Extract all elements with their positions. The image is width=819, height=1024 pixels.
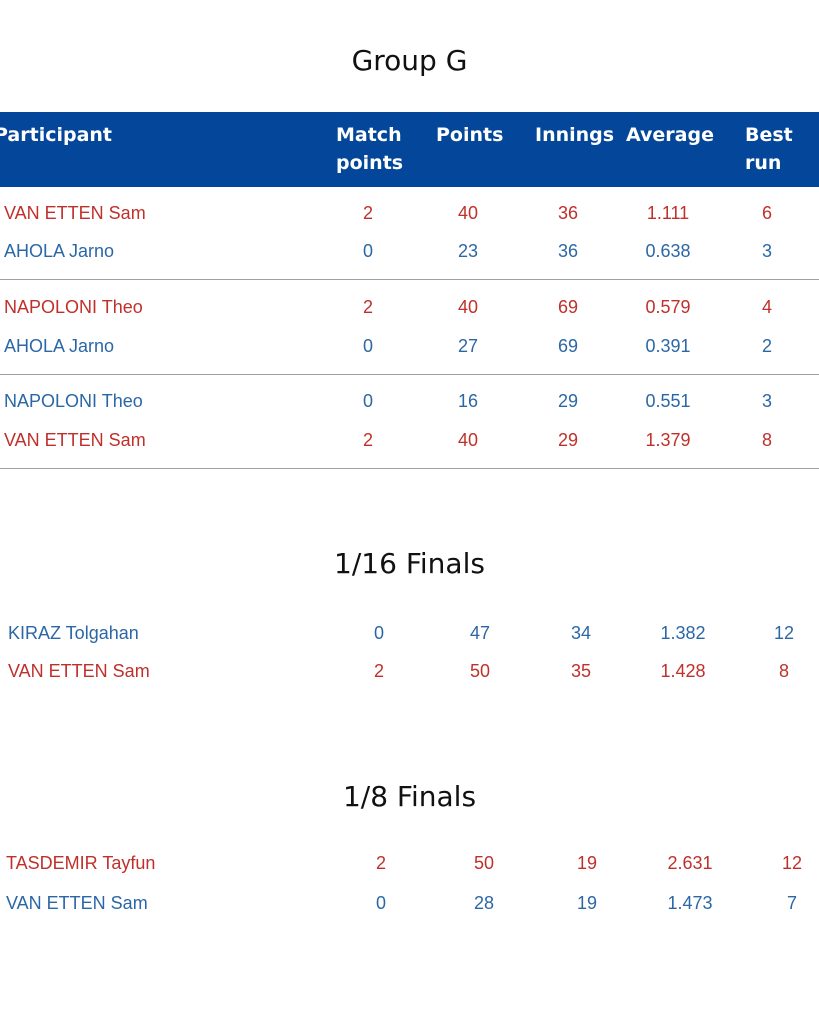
participant-name[interactable]: VAN ETTEN Sam <box>4 203 146 223</box>
cell-match-points: 0 <box>373 623 385 643</box>
participant-name[interactable]: NAPOLONI Theo <box>4 297 143 317</box>
header-match-points-line1: Match <box>336 124 402 146</box>
cell-best-run: 4 <box>761 297 773 317</box>
cell-best-run: 12 <box>773 623 795 643</box>
cell-innings: 69 <box>557 297 579 317</box>
cell-average: 0.391 <box>645 336 691 356</box>
cell-points: 28 <box>473 893 495 913</box>
cell-match-points: 2 <box>362 430 374 450</box>
header-points: Points <box>436 124 504 146</box>
cell-match-points: 2 <box>375 853 387 873</box>
header-participant: Participant <box>0 124 113 146</box>
cell-innings: 35 <box>570 661 592 681</box>
cell-points: 47 <box>469 623 491 643</box>
match-separator <box>0 374 819 375</box>
table-row: VAN ETTEN Sam 2 40 29 1.379 8 <box>0 421 819 460</box>
participant-name[interactable]: NAPOLONI Theo <box>4 391 143 411</box>
cell-best-run: 8 <box>761 430 773 450</box>
table-row: TASDEMIR Tayfun 2 50 19 2.631 12 <box>0 844 819 883</box>
header-match-points-line2: points <box>336 152 404 174</box>
table-row: VAN ETTEN Sam 0 28 19 1.473 7 <box>0 884 819 923</box>
cell-match-points: 0 <box>362 391 374 411</box>
cell-innings: 34 <box>570 623 592 643</box>
table-row: AHOLA Jarno 0 23 36 0.638 3 <box>0 232 819 271</box>
cell-innings: 36 <box>557 203 579 223</box>
results-table-header: Participant Match points Points Innings … <box>0 112 819 187</box>
participant-name[interactable]: AHOLA Jarno <box>4 241 115 261</box>
table-row: VAN ETTEN Sam 2 50 35 1.428 8 <box>0 652 819 691</box>
table-row: KIRAZ Tolgahan 0 47 34 1.382 12 <box>0 614 819 653</box>
cell-best-run: 12 <box>781 853 803 873</box>
cell-innings: 19 <box>576 853 598 873</box>
cell-innings: 69 <box>557 336 579 356</box>
cell-points: 16 <box>457 391 479 411</box>
cell-match-points: 2 <box>373 661 385 681</box>
cell-average: 1.473 <box>667 893 713 913</box>
participant-name[interactable]: AHOLA Jarno <box>4 336 115 356</box>
cell-average: 1.379 <box>645 430 691 450</box>
header-best-run: Best run <box>745 121 793 177</box>
header-innings: Innings <box>535 124 615 146</box>
cell-average: 1.428 <box>660 661 706 681</box>
cell-points: 50 <box>469 661 491 681</box>
participant-name[interactable]: TASDEMIR Tayfun <box>6 853 156 873</box>
cell-match-points: 0 <box>362 336 374 356</box>
cell-best-run: 3 <box>761 391 773 411</box>
cell-match-points: 0 <box>375 893 387 913</box>
table-row: NAPOLONI Theo 2 40 69 0.579 4 <box>0 288 819 327</box>
match-separator <box>0 279 819 280</box>
cell-innings: 29 <box>557 391 579 411</box>
cell-points: 40 <box>457 203 479 223</box>
cell-best-run: 3 <box>761 241 773 261</box>
cell-average: 1.111 <box>646 203 690 223</box>
header-average: Average <box>626 124 714 146</box>
cell-average: 0.579 <box>645 297 691 317</box>
cell-best-run: 2 <box>761 336 773 356</box>
round-of-32-title: 1/16 Finals <box>334 547 485 580</box>
participant-name[interactable]: VAN ETTEN Sam <box>8 661 150 681</box>
match-separator <box>0 468 819 469</box>
cell-best-run: 8 <box>778 661 790 681</box>
group-g-title: Group G <box>351 44 468 77</box>
cell-points: 40 <box>457 297 479 317</box>
header-match-points: Match points <box>336 121 403 177</box>
participant-name[interactable]: VAN ETTEN Sam <box>4 430 146 450</box>
header-best-run-line2: run <box>745 152 782 174</box>
cell-average: 2.631 <box>667 853 713 873</box>
cell-match-points: 2 <box>362 297 374 317</box>
table-row: NAPOLONI Theo 0 16 29 0.551 3 <box>0 382 819 421</box>
participant-name[interactable]: KIRAZ Tolgahan <box>8 623 139 643</box>
header-best-run-line1: Best <box>745 124 793 146</box>
cell-average: 0.638 <box>645 241 691 261</box>
cell-average: 0.551 <box>645 391 691 411</box>
cell-points: 27 <box>457 336 479 356</box>
participant-name[interactable]: VAN ETTEN Sam <box>6 893 148 913</box>
table-row: AHOLA Jarno 0 27 69 0.391 2 <box>0 327 819 366</box>
cell-innings: 29 <box>557 430 579 450</box>
cell-match-points: 0 <box>362 241 374 261</box>
cell-innings: 19 <box>576 893 598 913</box>
cell-best-run: 6 <box>761 203 773 223</box>
cell-points: 50 <box>473 853 495 873</box>
cell-points: 23 <box>457 241 479 261</box>
cell-best-run: 7 <box>786 893 798 913</box>
cell-innings: 36 <box>557 241 579 261</box>
cell-match-points: 2 <box>362 203 374 223</box>
cell-points: 40 <box>457 430 479 450</box>
table-row: VAN ETTEN Sam 2 40 36 1.111 6 <box>0 194 819 233</box>
cell-average: 1.382 <box>660 623 706 643</box>
round-of-16-title: 1/8 Finals <box>342 780 477 813</box>
